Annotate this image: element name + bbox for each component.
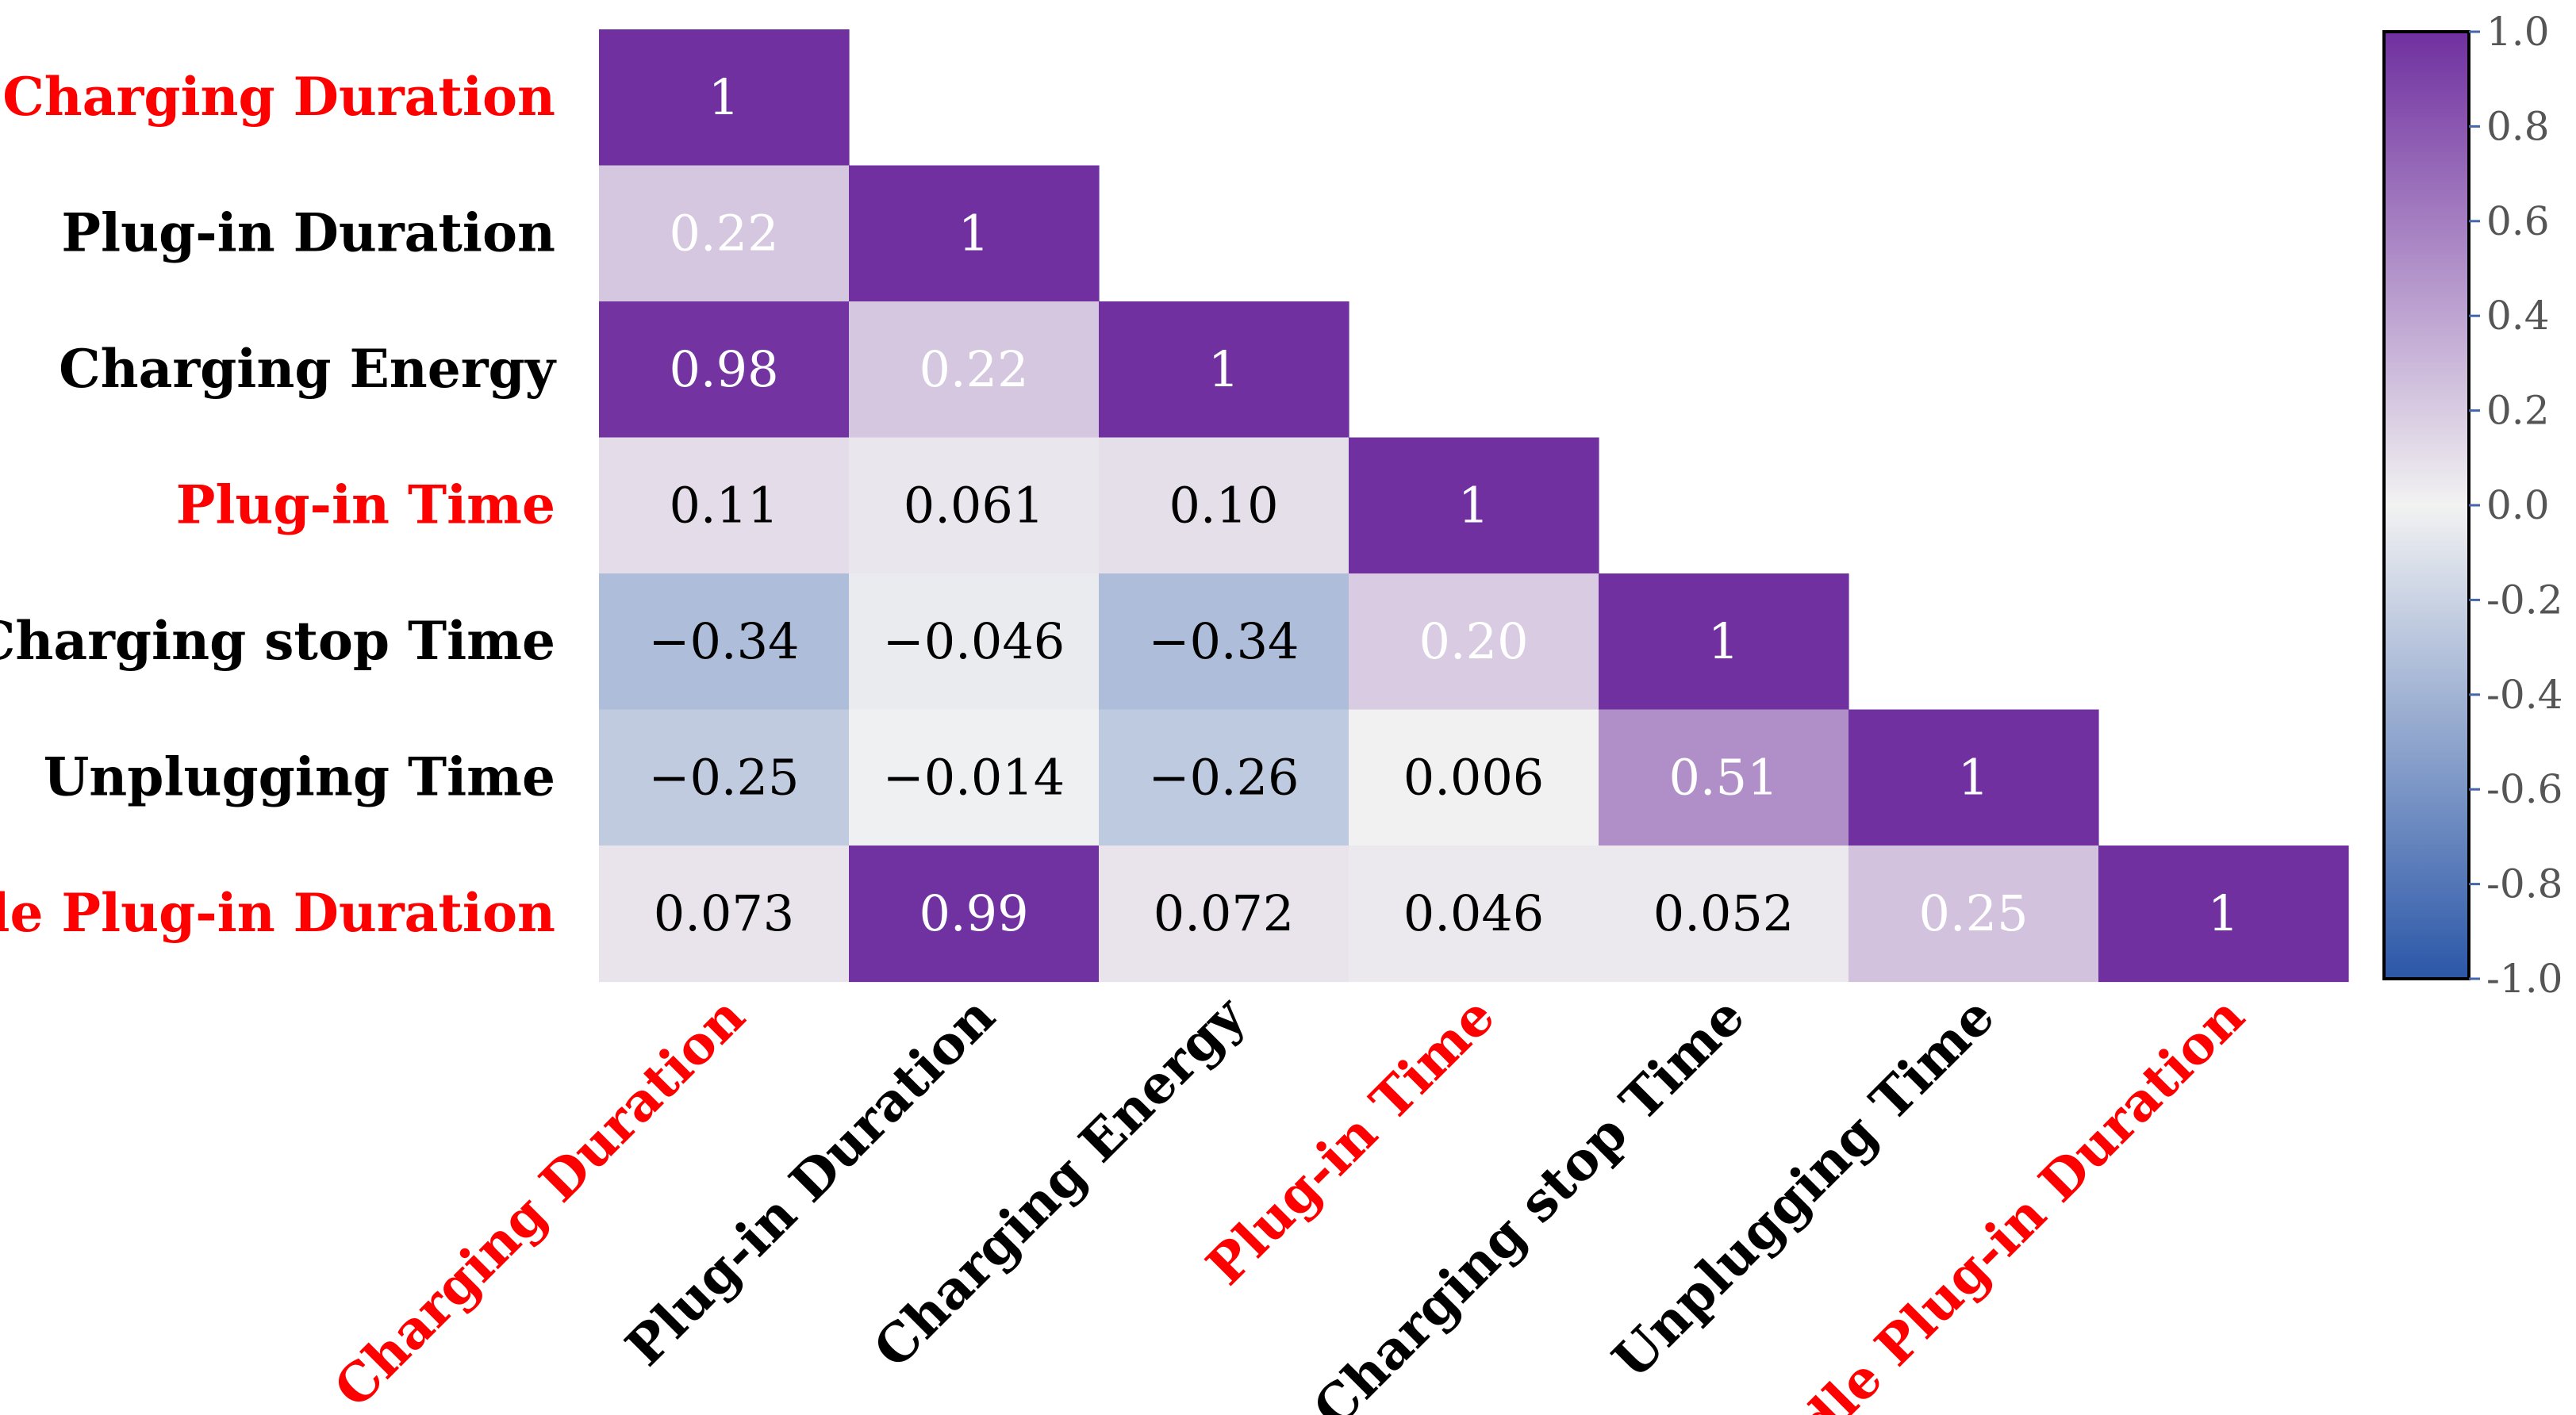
colorbar-tick-label: -1.0 bbox=[2486, 956, 2563, 1002]
cell-value-label: 0.11 bbox=[669, 476, 778, 534]
colorbar-tick-label: -0.6 bbox=[2486, 766, 2563, 812]
heatmap-cell-r6-c4 bbox=[1599, 846, 1849, 983]
colorbar-tick-label: -0.2 bbox=[2486, 577, 2563, 623]
row-label: Unplugging Time bbox=[44, 746, 555, 807]
cell-value-label: 0.046 bbox=[1403, 884, 1545, 942]
heatmap-cell-r6-c6 bbox=[2098, 846, 2349, 983]
colorbar-tick-label: 1.0 bbox=[2486, 9, 2550, 55]
column-label: Idle Plug-in Duration bbox=[1769, 985, 2256, 1415]
cell-value-label: 0.073 bbox=[654, 884, 795, 942]
cell-value-label: −0.25 bbox=[649, 748, 800, 806]
heatmap-cell-r4-c4 bbox=[1599, 573, 1849, 711]
heatmap-cell-r2-c0 bbox=[599, 301, 850, 439]
colorbar-tick-label: 0.4 bbox=[2486, 293, 2550, 339]
colorbar: 1.0 0.8 0.6 0.4 0.2 0.0 -0.2 -0.4 -0.6 -0.8 -1.0 bbox=[2382, 9, 2563, 1002]
heatmap-cells bbox=[599, 29, 2349, 983]
heatmap-cell-r4-c1 bbox=[849, 573, 1100, 711]
heatmap-cell-r6-c2 bbox=[1099, 846, 1349, 983]
colorbar-tick-label: -0.8 bbox=[2486, 861, 2563, 907]
colorbar-tick-label: 0.8 bbox=[2486, 103, 2550, 149]
cell-value-label: 0.25 bbox=[1918, 884, 2028, 942]
cell-value-label: 0.061 bbox=[904, 476, 1045, 534]
cell-value-label: 0.20 bbox=[1419, 612, 1528, 670]
cell-value-label: −0.34 bbox=[1149, 612, 1300, 670]
cell-value-label: 1 bbox=[2208, 884, 2239, 942]
heatmap-cell-r4-c0 bbox=[599, 573, 850, 711]
cell-value-label: 0.98 bbox=[669, 340, 778, 398]
heatmap-cell-r0-c0 bbox=[599, 29, 850, 167]
heatmap-cell-r5-c0 bbox=[599, 709, 850, 846]
row-label: Idle Plug-in Duration bbox=[0, 882, 555, 944]
heatmap-cell-r3-c0 bbox=[599, 437, 850, 574]
column-label: Charging Duration bbox=[322, 985, 757, 1415]
heatmap-cell-r2-c1 bbox=[849, 301, 1100, 439]
row-label: Plug-in Duration bbox=[61, 201, 555, 263]
cell-value-label: 1 bbox=[1708, 612, 1739, 670]
cell-value-label: 0.99 bbox=[919, 884, 1028, 942]
heatmap-cell-r4-c2 bbox=[1099, 573, 1349, 711]
cell-value-label: 1 bbox=[708, 68, 739, 126]
cell-value-label: 0.052 bbox=[1653, 884, 1795, 942]
heatmap-cell-r1-c0 bbox=[599, 165, 850, 302]
heatmap-cell-r5-c2 bbox=[1099, 709, 1349, 846]
heatmap-cell-r6-c5 bbox=[1849, 846, 2099, 983]
colorbar-tick-label: 0.2 bbox=[2486, 388, 2550, 434]
colorbar-scale bbox=[2382, 30, 2470, 980]
heatmap-cell-r6-c0 bbox=[599, 846, 850, 983]
heatmap-cell-r5-c4 bbox=[1599, 709, 1849, 846]
column-label: Charging stop Time bbox=[1301, 985, 1756, 1415]
row-labels: Charging Duration Plug-in Duration Chargin… bbox=[0, 66, 557, 944]
colorbar-tick-label: 0.6 bbox=[2486, 198, 2550, 244]
heatmap-cell-r3-c2 bbox=[1099, 437, 1349, 574]
heatmap-cell-r3-c3 bbox=[1349, 437, 1599, 574]
row-label: Charging Energy bbox=[59, 338, 557, 400]
cell-value-label: 1 bbox=[958, 204, 989, 262]
cell-value-label: 0.22 bbox=[669, 204, 778, 262]
colorbar-tick-label: 0.0 bbox=[2486, 482, 2550, 528]
cell-value-label: 0.006 bbox=[1403, 748, 1545, 806]
cell-value-label: 1 bbox=[1458, 476, 1489, 534]
heatmap-cell-r6-c3 bbox=[1349, 846, 1599, 983]
cell-value-label: 1 bbox=[1958, 748, 1989, 806]
row-label: Plug-in Time bbox=[176, 474, 555, 535]
heatmap-cell-r5-c3 bbox=[1349, 709, 1599, 846]
heatmap-cell-r6-c1 bbox=[849, 846, 1100, 983]
heatmap-cell-r4-c3 bbox=[1349, 573, 1599, 711]
cell-value-label: −0.26 bbox=[1149, 748, 1300, 806]
cell-value-label: 0.072 bbox=[1154, 884, 1295, 942]
heatmap-cell-r5-c1 bbox=[849, 709, 1100, 846]
row-label: Charging Duration bbox=[2, 66, 555, 128]
row-label: Charging stop Time bbox=[0, 610, 555, 672]
heatmap-cell-r1-c1 bbox=[849, 165, 1100, 302]
cell-value-label: 0.22 bbox=[919, 340, 1028, 398]
cell-value-label: −0.34 bbox=[649, 612, 800, 670]
heatmap-cell-labels: 1 0.22 1 0.98 0.22 1 0.11 0.061 0.10 1 −0.34 −0.046… bbox=[649, 68, 2240, 942]
heatmap-cell-r3-c1 bbox=[849, 437, 1100, 574]
cell-value-label: 0.10 bbox=[1169, 476, 1278, 534]
heatmap-cell-r5-c5 bbox=[1849, 709, 2099, 846]
heatmap-cell-r2-c2 bbox=[1099, 301, 1349, 439]
cell-value-label: −0.014 bbox=[883, 748, 1065, 806]
cell-value-label: −0.046 bbox=[883, 612, 1065, 670]
cell-value-label: 0.51 bbox=[1668, 748, 1778, 806]
colorbar-tick-label: -0.4 bbox=[2486, 672, 2563, 718]
cell-value-label: 1 bbox=[1208, 340, 1239, 398]
